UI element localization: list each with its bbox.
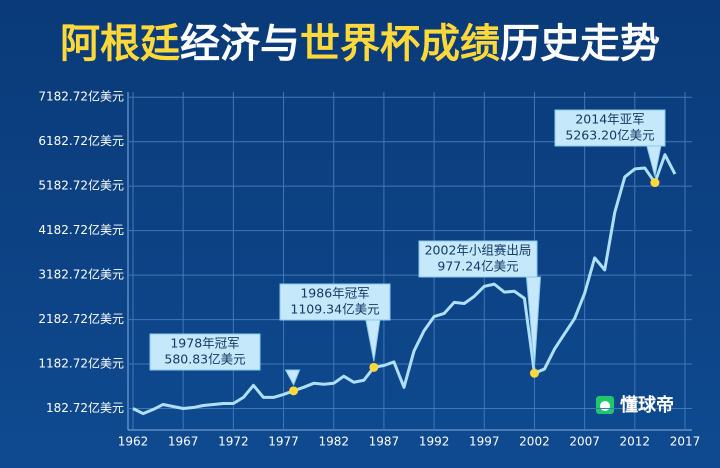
highlight-marker	[529, 368, 539, 378]
y-tick-label: 182.72亿美元	[46, 400, 124, 415]
title-part: 历史走势	[500, 21, 660, 67]
logo	[596, 396, 614, 414]
highlight-marker	[369, 362, 379, 372]
chart-title: 阿根廷经济与世界杯成绩历史走势	[60, 21, 660, 67]
callout	[149, 333, 301, 386]
x-tick-label: 2012	[620, 435, 651, 449]
x-tick-label: 2007	[569, 435, 600, 449]
y-tick-label: 1182.72亿美元	[38, 356, 124, 371]
annotation-text: 1978年冠军	[170, 336, 239, 351]
x-tick-label: 1987	[369, 435, 400, 449]
x-tick-label: 1967	[168, 435, 199, 449]
annotation-text: 2002年小组赛出局	[425, 243, 532, 258]
x-tick-label: 1977	[268, 435, 299, 449]
y-tick-label: 3182.72亿美元	[38, 267, 124, 282]
x-tick-label: 1982	[318, 435, 349, 449]
annotation-text: 1986年冠军	[300, 286, 369, 301]
y-tick-label: 7182.72亿美元	[38, 89, 124, 104]
callout	[279, 283, 391, 362]
y-tick-label: 6182.72亿美元	[38, 133, 124, 148]
x-tick-label: 1962	[118, 435, 149, 449]
x-tick-label: 1992	[419, 435, 450, 449]
x-tick-label: 2017	[670, 435, 701, 449]
x-tick-label: 2002	[519, 435, 550, 449]
annotation-text: 1109.34亿美元	[290, 302, 379, 317]
callout	[554, 109, 666, 177]
watermark: 懂球帝	[620, 394, 674, 416]
annotation-text: 5263.20亿美元	[565, 128, 654, 143]
annotation-text: 580.83亿美元	[164, 352, 245, 367]
highlight-marker	[650, 178, 660, 188]
x-tick-label: 1972	[218, 435, 249, 449]
y-tick-label: 5182.72亿美元	[38, 178, 124, 193]
callout	[418, 240, 541, 368]
annotation-text: 2014年亚军	[575, 112, 644, 127]
title-part: 世界杯成绩	[300, 21, 500, 67]
title-part: 阿根廷	[60, 21, 180, 67]
logo-ball	[600, 401, 610, 411]
line	[132, 153, 677, 416]
title-part: 经济与	[180, 21, 300, 67]
x-tick-label: 1997	[469, 435, 500, 449]
y-tick-label: 4182.72亿美元	[38, 222, 124, 237]
y-tick-label: 2182.72亿美元	[38, 311, 124, 326]
highlight-marker	[289, 386, 299, 396]
annotation-text: 977.24亿美元	[437, 259, 518, 274]
